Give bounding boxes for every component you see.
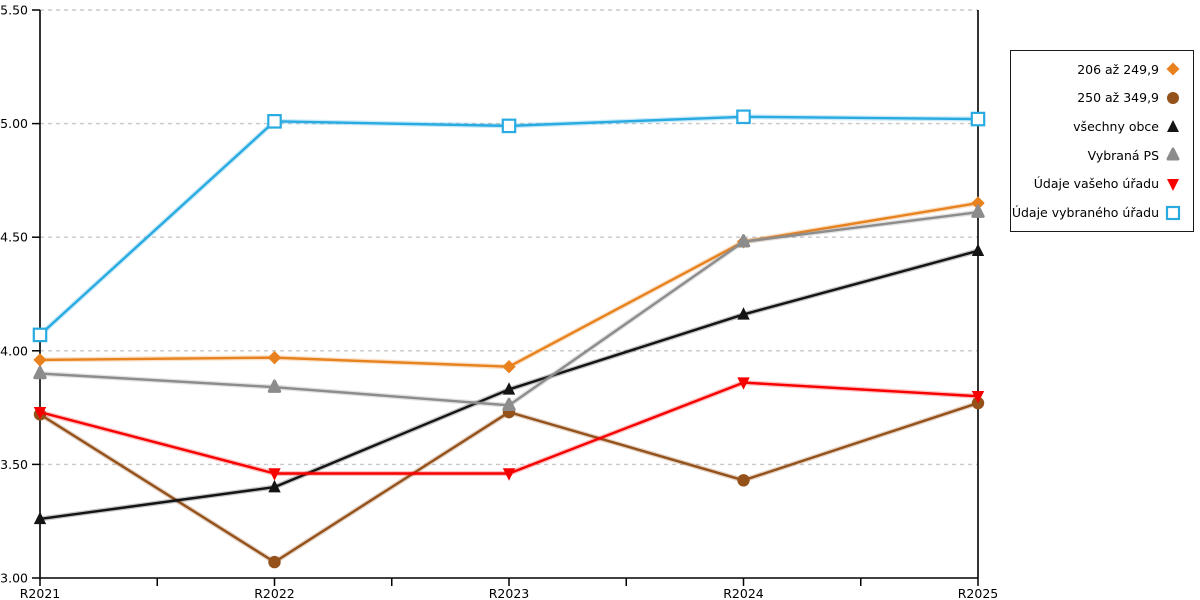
legend: 206 až 249,9 250 až 349,9 všechny obce Vybr… — [1010, 50, 1194, 232]
x-tick-label: R2025 — [958, 586, 999, 600]
data-point-marker — [971, 204, 985, 218]
x-tick-label: R2022 — [254, 586, 295, 600]
x-tick-label: R2024 — [723, 586, 764, 600]
data-point-marker — [1165, 205, 1181, 220]
data-point-marker — [267, 350, 282, 365]
data-point-marker — [502, 468, 516, 481]
legend-item: 250 až 349,9 — [1077, 90, 1181, 106]
series-triangle-up-rounded — [33, 204, 985, 412]
series-line-halo — [39, 209, 979, 408]
data-point-marker — [1167, 119, 1179, 132]
x-tick-label: R2023 — [489, 586, 530, 600]
data-point-marker — [501, 118, 517, 134]
data-point-marker — [33, 365, 47, 380]
legend-marker-triangle-up-icon — [1167, 119, 1179, 132]
data-point-marker — [502, 397, 516, 412]
data-point-marker — [32, 327, 48, 343]
legend-marker-triangle-down-icon — [1167, 178, 1179, 191]
y-tick-label: 5.50 — [0, 3, 28, 18]
legend-label: všechny obce — [1073, 119, 1159, 135]
data-point-marker — [737, 307, 750, 320]
legend-item: Údaje vašeho úřadu — [1034, 176, 1181, 192]
data-point-marker — [1167, 178, 1179, 191]
series-circle — [33, 396, 985, 569]
data-point-marker — [267, 114, 282, 129]
legend-item: všechny obce — [1073, 119, 1181, 135]
data-point-marker — [502, 360, 516, 374]
series-line-halo — [38, 400, 979, 565]
legend-marker-triangle-up-rounded-icon — [1166, 147, 1180, 161]
series-line-halo — [39, 380, 979, 476]
data-point-marker — [268, 479, 281, 493]
legend-marker-circle-icon — [1167, 91, 1179, 104]
y-tick-label: 3.00 — [0, 571, 28, 586]
x-tick-label: R2021 — [20, 586, 61, 600]
series-square-open — [32, 109, 986, 343]
data-point-marker — [970, 111, 986, 127]
data-point-marker — [737, 474, 750, 487]
data-point-marker — [971, 243, 985, 257]
y-tick-label: 4.00 — [0, 343, 28, 358]
data-point-marker — [736, 109, 751, 125]
data-point-marker — [737, 377, 750, 390]
legend-label: Údaje vybraného úřadu — [1011, 205, 1159, 221]
y-tick-label: 5.00 — [0, 116, 28, 131]
data-point-marker — [33, 353, 47, 367]
series-line — [39, 211, 979, 407]
legend-item: Vybraná PS — [1088, 147, 1181, 163]
data-point-marker — [268, 555, 281, 569]
legend-item: 206 až 249,9 — [1077, 61, 1181, 77]
data-point-marker — [736, 234, 751, 248]
series-line — [39, 381, 979, 475]
legend-label: 250 až 349,9 — [1077, 90, 1159, 106]
data-point-marker — [33, 511, 47, 525]
legend-marker-square-open-icon — [1165, 205, 1181, 220]
legend-label: Údaje vašeho úřadu — [1033, 176, 1159, 192]
y-tick-label: 3.50 — [0, 457, 28, 472]
data-point-marker — [268, 468, 281, 481]
legend-marker-diamond-icon — [1166, 62, 1180, 76]
series-triangle-up — [33, 243, 985, 525]
y-tick-label: 4.50 — [0, 230, 28, 245]
legend-label: Vybraná PS — [1087, 147, 1159, 163]
data-point-marker — [33, 406, 47, 420]
data-point-marker — [267, 379, 282, 393]
legend-item: Údaje vybraného úřadu — [1012, 205, 1181, 221]
data-point-marker — [502, 382, 516, 395]
legend-label: 206 až 249,9 — [1077, 61, 1159, 77]
series-triangle-down — [33, 377, 985, 481]
series-line — [39, 401, 979, 564]
data-point-marker — [1166, 147, 1180, 161]
data-point-marker — [971, 196, 985, 210]
series-diamond — [33, 196, 985, 374]
data-point-marker — [971, 391, 985, 404]
data-point-marker — [1166, 62, 1180, 76]
data-point-marker — [1167, 91, 1179, 104]
